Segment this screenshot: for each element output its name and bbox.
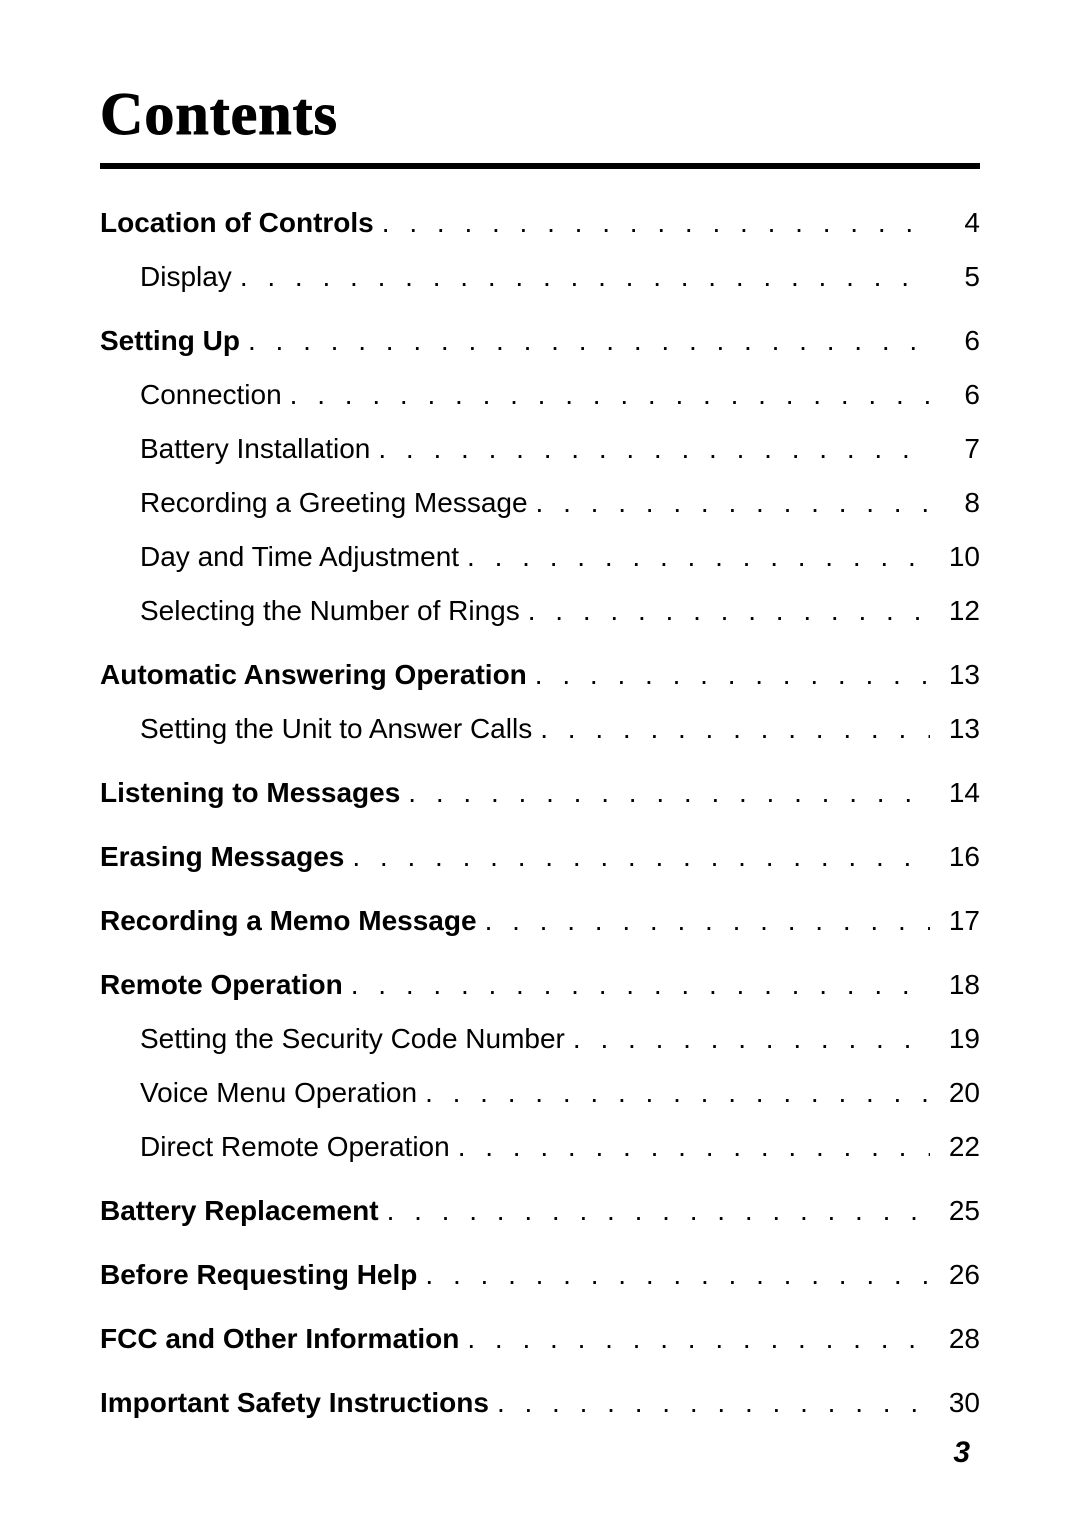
title-rule	[100, 163, 980, 169]
toc-entry-label: Selecting the Number of Rings	[100, 597, 520, 625]
toc-entry-page: 14	[930, 779, 980, 807]
toc-entry-label: Remote Operation	[100, 971, 343, 999]
toc-entry: Voice Menu Operation. . . . . . . . . . …	[100, 1079, 980, 1107]
toc-entry-label: Location of Controls	[100, 209, 374, 237]
toc-entry: Erasing Messages. . . . . . . . . . . . …	[100, 843, 980, 871]
toc-leader-dots: . . . . . . . . . . . . . . . . . . . . …	[528, 489, 930, 517]
toc-leader-dots: . . . . . . . . . . . . . . . . . . . . …	[282, 381, 930, 409]
toc-leader-dots: . . . . . . . . . . . . . . . . . . . . …	[450, 1133, 930, 1161]
toc-entry-label: FCC and Other Information	[100, 1325, 459, 1353]
toc-entry: Day and Time Adjustment. . . . . . . . .…	[100, 543, 980, 571]
toc-entry-page: 5	[930, 263, 980, 291]
toc-entry-label: Direct Remote Operation	[100, 1133, 450, 1161]
toc-entry-label: Setting the Unit to Answer Calls	[100, 715, 532, 743]
toc-entry-label: Automatic Answering Operation	[100, 661, 527, 689]
toc-entry-page: 30	[930, 1389, 980, 1417]
toc-entry-page: 12	[930, 597, 980, 625]
toc-entry-label: Setting Up	[100, 327, 240, 355]
toc-entry: Direct Remote Operation. . . . . . . . .…	[100, 1133, 980, 1161]
toc-leader-dots: . . . . . . . . . . . . . . . . . . . . …	[344, 843, 930, 871]
toc-entry-label: Listening to Messages	[100, 779, 400, 807]
toc-entry-label: Setting the Security Code Number	[100, 1025, 565, 1053]
toc-entry-label: Before Requesting Help	[100, 1261, 417, 1289]
toc-entry-page: 13	[930, 715, 980, 743]
toc-entry: Connection. . . . . . . . . . . . . . . …	[100, 381, 980, 409]
toc-entry-page: 19	[930, 1025, 980, 1053]
toc-entry-label: Connection	[100, 381, 282, 409]
toc-entry: Setting the Unit to Answer Calls. . . . …	[100, 715, 980, 743]
toc-entry-page: 4	[930, 209, 980, 237]
toc-entry: Setting the Security Code Number. . . . …	[100, 1025, 980, 1053]
toc-entry-page: 6	[930, 327, 980, 355]
toc-entry: Before Requesting Help. . . . . . . . . …	[100, 1261, 980, 1289]
toc-entry-page: 28	[930, 1325, 980, 1353]
toc-entry: Setting Up. . . . . . . . . . . . . . . …	[100, 327, 980, 355]
toc-leader-dots: . . . . . . . . . . . . . . . . . . . . …	[477, 907, 930, 935]
toc-entry-page: 10	[930, 543, 980, 571]
toc-entry-label: Recording a Greeting Message	[100, 489, 528, 517]
toc-entry: Listening to Messages. . . . . . . . . .…	[100, 779, 980, 807]
toc-entry-label: Voice Menu Operation	[100, 1079, 417, 1107]
toc-entry-page: 26	[930, 1261, 980, 1289]
toc-leader-dots: . . . . . . . . . . . . . . . . . . . . …	[400, 779, 930, 807]
toc-entry: FCC and Other Information. . . . . . . .…	[100, 1325, 980, 1353]
toc-leader-dots: . . . . . . . . . . . . . . . . . . . . …	[459, 543, 930, 571]
toc-entry: Battery Installation. . . . . . . . . . …	[100, 435, 980, 463]
toc-entry: Important Safety Instructions. . . . . .…	[100, 1389, 980, 1417]
toc-entry-label: Battery Installation	[100, 435, 370, 463]
toc-entry-page: 22	[930, 1133, 980, 1161]
page: Contents Location of Controls . . . . . .…	[0, 0, 1080, 1520]
toc-leader-dots: . . . . . . . . . . . . . . . . . . . . …	[379, 1197, 930, 1225]
toc-leader-dots: . . . . . . . . . . . . . . . . . . . . …	[459, 1325, 930, 1353]
toc-leader-dots: . . . . . . . . . . . . . . . . . . . . …	[532, 715, 930, 743]
toc-entry: Automatic Answering Operation. . . . . .…	[100, 661, 980, 689]
toc-entry: Display. . . . . . . . . . . . . . . . .…	[100, 263, 980, 291]
toc-entry-page: 6	[930, 381, 980, 409]
toc-entry-label: Important Safety Instructions	[100, 1389, 489, 1417]
toc-leader-dots: . . . . . . . . . . . . . . . . . . . . …	[565, 1025, 930, 1053]
toc-leader-dots: . . . . . . . . . . . . . . . . . . . . …	[370, 435, 930, 463]
toc-leader-dots: . . . . . . . . . . . . . . . . . . . . …	[343, 971, 930, 999]
toc-entry-page: 13	[930, 661, 980, 689]
toc-entry-page: 18	[930, 971, 980, 999]
page-title: Contents	[100, 80, 980, 149]
page-number: 3	[953, 1436, 970, 1470]
toc-leader-dots: . . . . . . . . . . . . . . . . . . . . …	[520, 597, 930, 625]
toc-entry-label: Recording a Memo Message	[100, 907, 477, 935]
toc-entry: Recording a Memo Message. . . . . . . . …	[100, 907, 980, 935]
toc-entry-page: 25	[930, 1197, 980, 1225]
toc-leader-dots: . . . . . . . . . . . . . . . . . . . . …	[417, 1261, 930, 1289]
toc-leader-dots: . . . . . . . . . . . . . . . . . . . . …	[240, 327, 930, 355]
toc-leader-dots: . . . . . . . . . . . . . . . . . . . . …	[489, 1389, 930, 1417]
toc-leader-dots: . . . . . . . . . . . . . . . . . . . . …	[417, 1079, 930, 1107]
toc-entry: Remote Operation. . . . . . . . . . . . …	[100, 971, 980, 999]
toc-entry-label: Display	[100, 263, 232, 291]
toc-entry: Selecting the Number of Rings. . . . . .…	[100, 597, 980, 625]
toc-leader-dots: . . . . . . . . . . . . . . . . . . . . …	[232, 263, 930, 291]
toc-entry-page: 16	[930, 843, 980, 871]
toc-leader-dots: . . . . . . . . . . . . . . . . . . . . …	[527, 661, 930, 689]
toc-entry-page: 20	[930, 1079, 980, 1107]
toc-entry-label: Day and Time Adjustment	[100, 543, 459, 571]
table-of-contents: Location of Controls . . . . . . . . . . …	[100, 209, 980, 1417]
toc-entry: Battery Replacement. . . . . . . . . . .…	[100, 1197, 980, 1225]
toc-entry-label: Erasing Messages	[100, 843, 344, 871]
toc-entry: Recording a Greeting Message. . . . . . …	[100, 489, 980, 517]
toc-entry-page: 17	[930, 907, 980, 935]
toc-entry-page: 8	[930, 489, 980, 517]
toc-entry-label: Battery Replacement	[100, 1197, 379, 1225]
toc-entry: Location of Controls. . . . . . . . . . …	[100, 209, 980, 237]
toc-leader-dots: . . . . . . . . . . . . . . . . . . . . …	[374, 209, 930, 237]
toc-entry-page: 7	[930, 435, 980, 463]
